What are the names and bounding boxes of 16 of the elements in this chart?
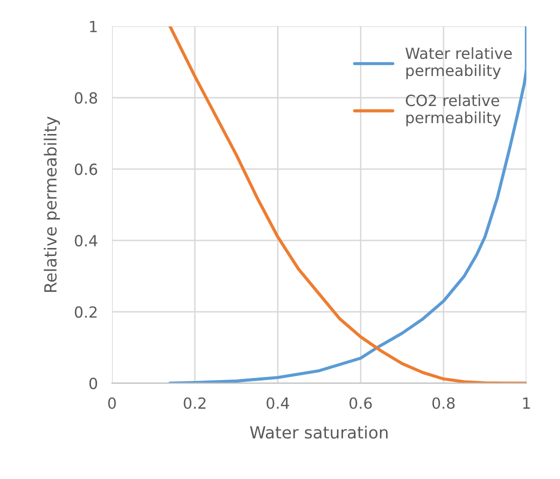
x-tick-label: 1 (523, 398, 530, 409)
legend-label: CO2 relative permeability (406, 94, 501, 126)
x-tick-label: 0.2 (184, 397, 206, 409)
x-axis-title: Water saturation (250, 426, 388, 439)
y-axis-title: Relative permeability (44, 116, 60, 292)
y-tick-label: 0.8 (74, 92, 98, 104)
x-tick-label: 0 (108, 397, 116, 409)
y-tick-label: 0 (89, 378, 98, 390)
y-tick-label: 1 (90, 21, 97, 32)
x-tick-label: 0.8 (432, 397, 455, 409)
y-tick-label: 0.4 (74, 234, 98, 246)
x-tick-label: 0.4 (266, 397, 290, 409)
x-tick-label: 0.6 (350, 397, 372, 409)
legend-label: Water relative permeability (406, 47, 512, 80)
y-tick-label: 0.2 (74, 306, 97, 318)
y-tick-label: 0.6 (74, 164, 98, 176)
